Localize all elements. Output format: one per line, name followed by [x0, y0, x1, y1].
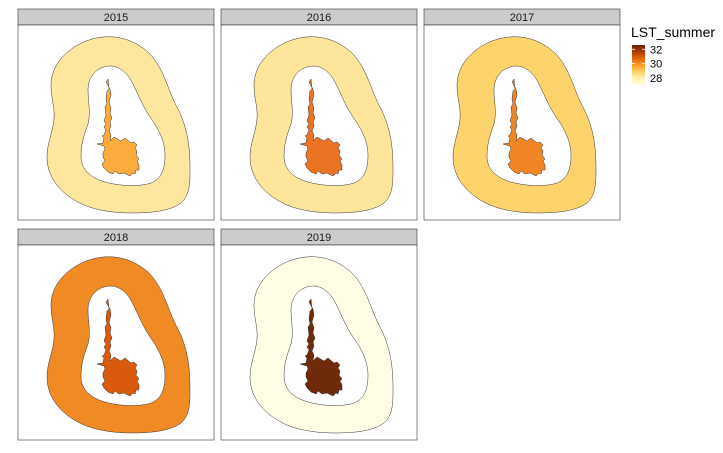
facet-panel-2016: 2016	[220, 8, 418, 221]
buffer-ring	[46, 36, 191, 214]
buffer-ring	[46, 256, 191, 434]
facet-strip-label: 2017	[510, 12, 534, 24]
facet-panel-2019: 2019	[220, 228, 418, 441]
buffer-ring	[249, 256, 394, 434]
buffer-ring	[249, 36, 394, 214]
facet-strip-label: 2016	[307, 12, 331, 24]
legend-colorbar	[632, 45, 645, 85]
facet-strip-label: 2019	[307, 232, 331, 244]
facet-strip-label: 2015	[104, 12, 128, 24]
legend: LST_summer 28 30 32	[631, 24, 715, 85]
buffer-ring	[452, 36, 597, 214]
legend-tick-label: 28	[650, 73, 662, 85]
facet-strip-label: 2018	[104, 232, 128, 244]
legend-tick-label: 32	[650, 44, 662, 56]
legend-title: LST_summer	[631, 24, 715, 40]
legend-tick-label: 30	[650, 59, 662, 71]
facet-panel-2017: 2017	[423, 8, 621, 221]
facet-panel-2015: 2015	[17, 8, 215, 221]
facet-panel-2018: 2018	[17, 228, 215, 441]
